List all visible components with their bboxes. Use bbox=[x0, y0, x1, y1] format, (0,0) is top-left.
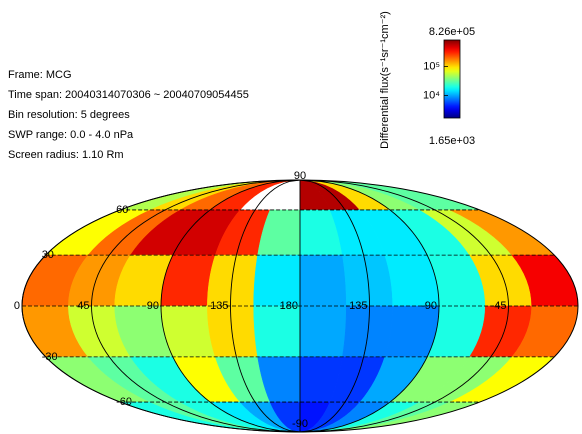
info-line: Time span: 20040314070306 ~ 200407090544… bbox=[8, 89, 249, 101]
heat-cell bbox=[254, 306, 300, 357]
lat-label: 60 bbox=[116, 204, 128, 216]
heat-cell bbox=[207, 306, 257, 357]
heat-cell bbox=[300, 306, 346, 357]
heat-cell bbox=[342, 255, 392, 306]
heat-cell bbox=[300, 255, 346, 306]
lon-label: -90 bbox=[421, 300, 437, 312]
lat-label: 30 bbox=[42, 249, 54, 261]
lon-label: 135 bbox=[210, 300, 228, 312]
colorbar-max: 8.26e+05 bbox=[429, 26, 475, 38]
lat-label: -90 bbox=[292, 418, 308, 430]
colorbar-min: 1.65e+03 bbox=[429, 135, 475, 147]
info-line: Bin resolution: 5 degrees bbox=[8, 109, 130, 121]
info-block: Frame: MCG Time span: 20040314070306 ~ 20… bbox=[8, 69, 249, 161]
info-line: Frame: MCG bbox=[8, 69, 72, 81]
colorbar-label: Differential flux(s⁻¹sr⁻¹cm⁻²) bbox=[379, 11, 391, 149]
colorbar bbox=[444, 40, 460, 118]
chart: Frame: MCG Time span: 20040314070306 ~ 20… bbox=[0, 0, 582, 434]
info-line: Screen radius: 1.10 Rm bbox=[8, 149, 124, 161]
info-line: SWP range: 0.0 - 4.0 nPa bbox=[8, 129, 134, 141]
heat-cell bbox=[207, 255, 257, 306]
heat-cell bbox=[342, 306, 392, 357]
colorbar-tick-label: 10⁴ bbox=[423, 89, 440, 101]
lon-label: 0 bbox=[14, 300, 20, 312]
heat-cell bbox=[254, 255, 300, 306]
colorbar-tick-label: 10⁵ bbox=[423, 60, 440, 72]
